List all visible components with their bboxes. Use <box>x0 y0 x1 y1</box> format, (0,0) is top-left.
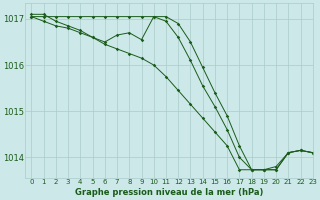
X-axis label: Graphe pression niveau de la mer (hPa): Graphe pression niveau de la mer (hPa) <box>75 188 263 197</box>
